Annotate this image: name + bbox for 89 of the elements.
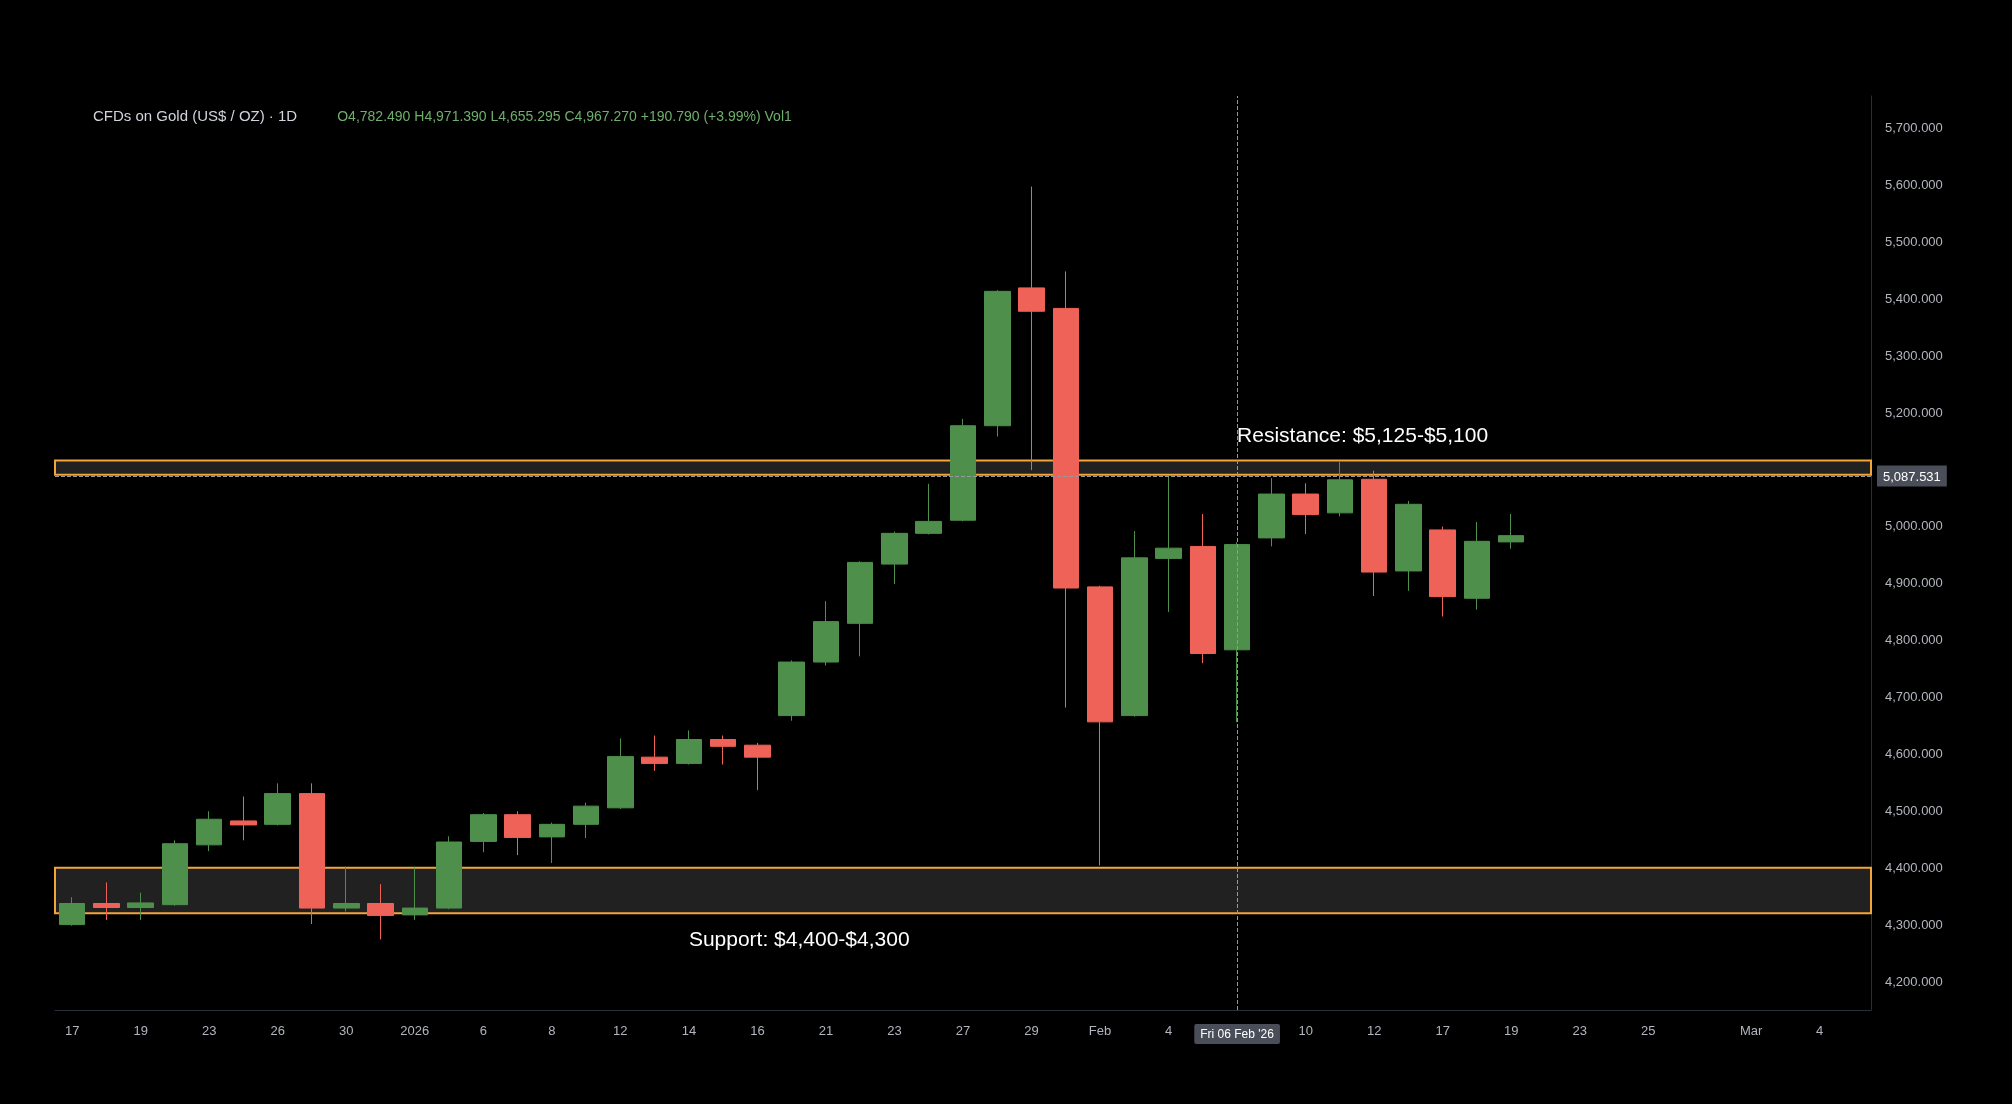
candlestick (470, 812, 497, 853)
x-tick-label: Fri 06 Feb '26 (1200, 1027, 1275, 1041)
x-tick-label: 12 (613, 1023, 628, 1038)
candlestick (1190, 513, 1216, 664)
candlestick (1429, 526, 1456, 617)
x-tick-label: 4 (1815, 1023, 1824, 1038)
candlestick (984, 289, 1011, 438)
annotation: Resistance: $5,125-$5,100 (1237, 423, 1489, 447)
y-tick-label: 5,500.000 (1885, 233, 1943, 249)
x-tick-label: 26 (270, 1023, 285, 1038)
candlestick (1087, 585, 1113, 866)
candlestick (162, 839, 188, 907)
candlestick (1258, 477, 1285, 547)
x-tick-label: 17 (64, 1023, 80, 1038)
candlestick (676, 729, 702, 766)
y-tick-label: 4,900.000 (1885, 575, 1943, 591)
x-tick-label: 19 (133, 1023, 148, 1038)
x-tick-label: 8 (548, 1023, 556, 1038)
candlestick (1121, 530, 1148, 718)
candlestick (1224, 541, 1250, 723)
y-tick-label: 5,600.000 (1885, 176, 1943, 192)
candlestick (881, 531, 908, 585)
candlestick (1498, 513, 1524, 550)
x-tick-label: 23 (887, 1023, 902, 1038)
x-tick-label: 23 (201, 1023, 217, 1038)
annotation: Support: $4,400-$4,300 (688, 927, 910, 951)
x-tick-label: 14 (681, 1023, 697, 1038)
x-tick-label: Mar (1739, 1023, 1763, 1038)
x-tick-label: 12 (1366, 1023, 1382, 1038)
candlestick (1292, 482, 1319, 535)
candlestick (915, 483, 942, 535)
y-tick-label: 5,300.000 (1885, 347, 1943, 363)
y-tick-label: 4,700.000 (1885, 689, 1943, 705)
x-tick-label: 16 (750, 1023, 765, 1038)
x-tick-label: 27 (955, 1023, 971, 1038)
candlestick (573, 802, 599, 839)
text: O4,782.490 H4,971.390 L4,655.295 C4,967.270 +190.790 (+3.99%) Vol1 (337, 108, 793, 124)
candlestick (1327, 461, 1353, 517)
x-tick-label: 21 (818, 1023, 834, 1038)
text: CFDs on Gold (US$ / OZ) · 1D (93, 107, 298, 124)
candlestick (607, 737, 634, 810)
candlestick (127, 892, 154, 921)
x-tick-label: 2026 (400, 1023, 430, 1038)
x-tick-label: 17 (1435, 1023, 1450, 1038)
candlestick (367, 883, 394, 940)
candlestick (813, 600, 839, 666)
candlestick (299, 782, 325, 925)
candlestick (950, 418, 976, 522)
candlestick (641, 735, 668, 772)
candlestick (1464, 521, 1490, 611)
candlestick (504, 810, 531, 856)
candlestick (59, 896, 85, 927)
y-tick-label: 5,700.000 (1885, 119, 1943, 135)
candlestick (196, 810, 222, 852)
candlestick (1361, 470, 1387, 597)
y-tick-label: 4,600.000 (1885, 746, 1943, 762)
x-tick-label: Feb (1088, 1023, 1112, 1038)
candlestick (402, 867, 428, 921)
candlestick (1018, 186, 1045, 471)
y-tick-label: 5,000.000 (1885, 518, 1943, 534)
x-tick-label: 19 (1503, 1023, 1519, 1038)
candlestick (539, 822, 565, 864)
ref-line-label: 5,087.531 (1883, 468, 1941, 484)
x-tick-label: 10 (1298, 1023, 1313, 1038)
y-tick-label: 5,400.000 (1885, 290, 1943, 306)
candlestick (1395, 500, 1422, 592)
x-tick-label: 30 (339, 1023, 354, 1038)
x-tick-label: 29 (1024, 1023, 1039, 1038)
y-tick-label: 4,800.000 (1885, 632, 1943, 648)
y-tick-label: 5,200.000 (1885, 404, 1943, 420)
x-tick-label: 4 (1164, 1023, 1173, 1038)
y-tick-label: 4,300.000 (1885, 917, 1943, 933)
candlestick (230, 795, 257, 841)
candlestick (436, 835, 462, 910)
x-tick-label: 25 (1641, 1023, 1656, 1038)
candlestick (333, 865, 360, 912)
x-tick-label: 6 (479, 1023, 487, 1038)
y-tick-label: 4,500.000 (1885, 803, 1943, 819)
y-tick-label: 4,400.000 (1885, 860, 1943, 876)
candlestick (847, 560, 873, 657)
candlestick (264, 782, 291, 826)
candlestick (93, 881, 120, 921)
candlestick (1053, 270, 1079, 709)
x-tick-label: 23 (1572, 1023, 1587, 1038)
candlestick (1155, 475, 1182, 613)
candlestick (710, 735, 736, 766)
candlestick (744, 742, 771, 791)
candlestick (778, 659, 805, 722)
y-tick-label: 4,200.000 (1885, 974, 1943, 990)
